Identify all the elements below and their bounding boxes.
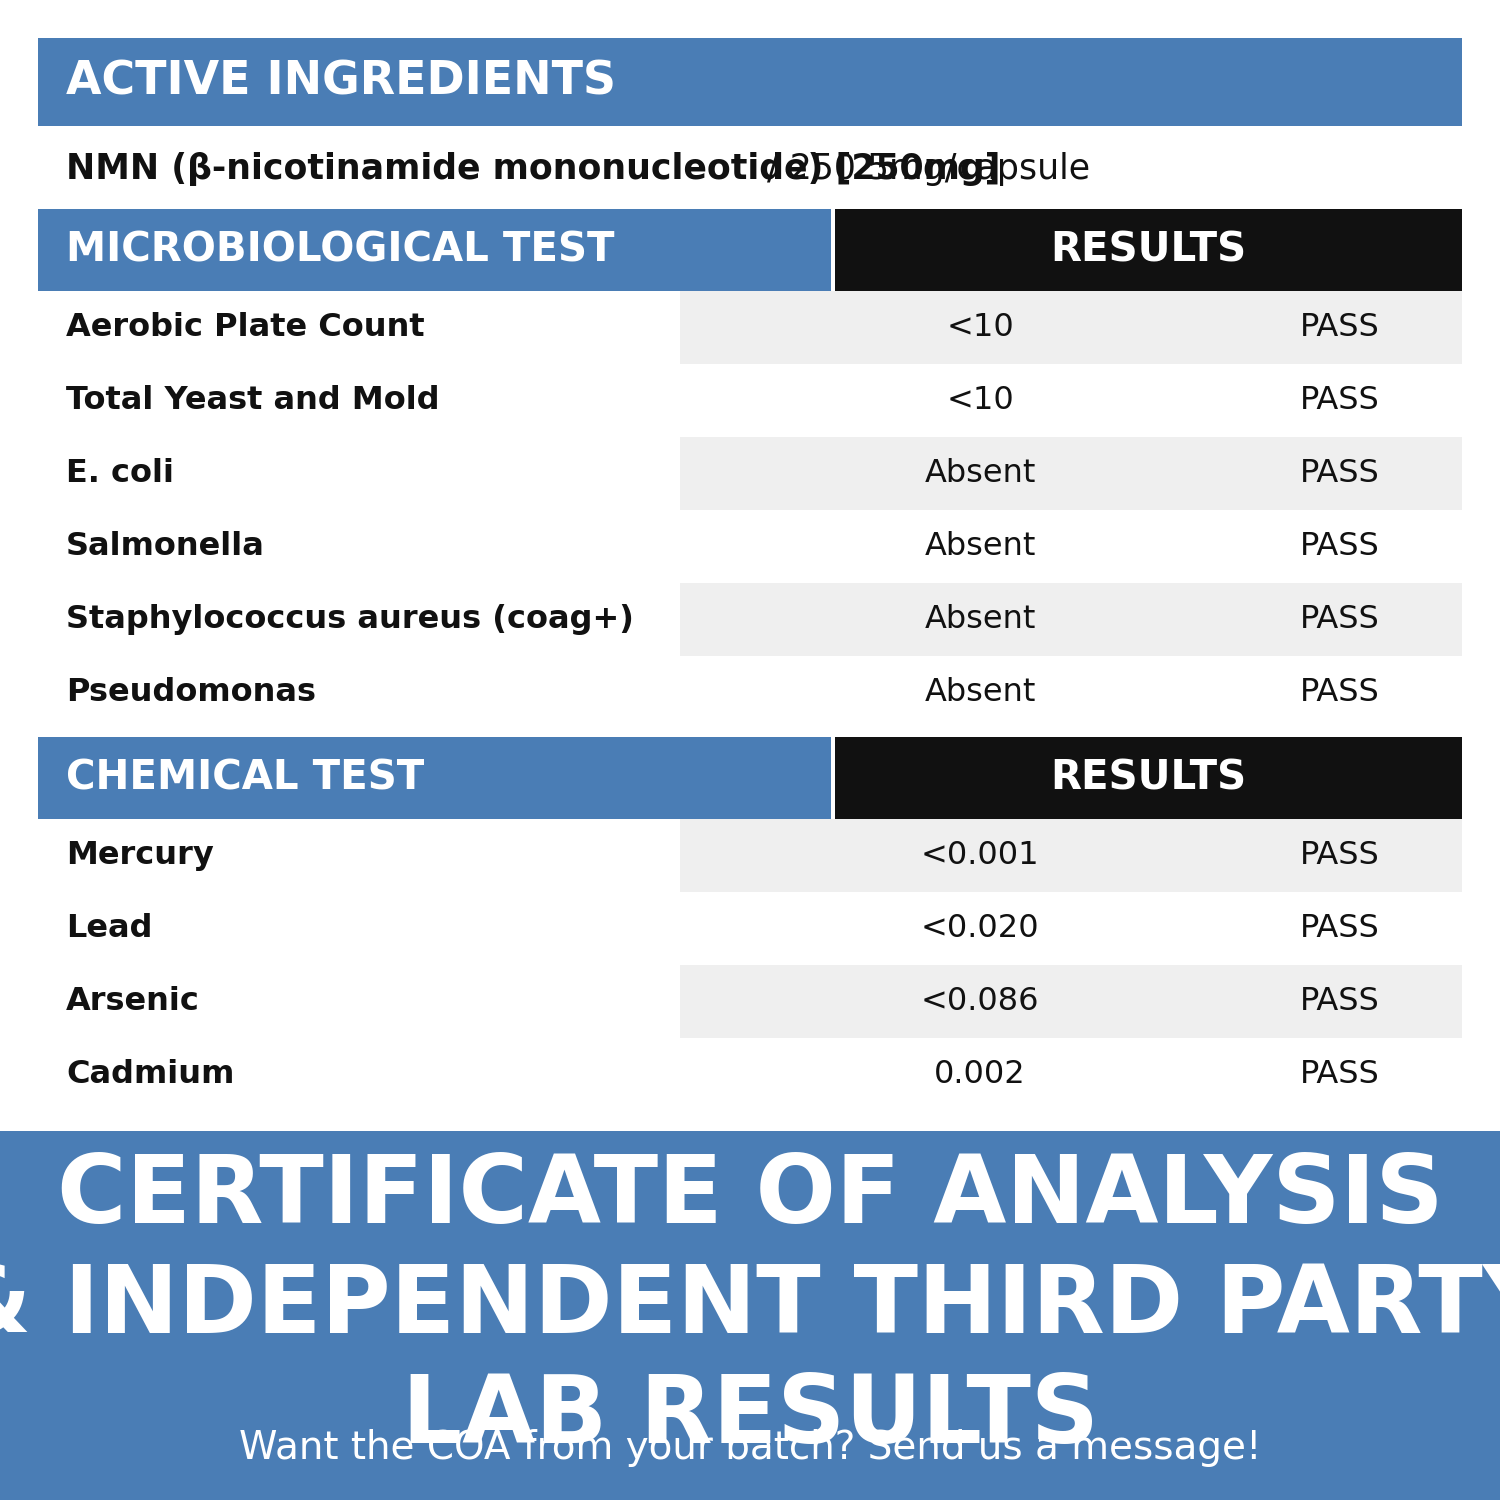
Bar	[38, 209, 831, 291]
Bar	[680, 436, 1462, 510]
Text: PASS: PASS	[1300, 676, 1380, 708]
Text: LAB RESULTS: LAB RESULTS	[402, 1371, 1098, 1462]
Text: PASS: PASS	[1300, 386, 1380, 416]
Bar	[680, 291, 1462, 364]
Bar	[836, 209, 1462, 291]
Text: CHEMICAL TEST: CHEMICAL TEST	[66, 758, 424, 798]
Bar	[38, 736, 831, 819]
Text: <0.086: <0.086	[921, 986, 1040, 1017]
Text: Absent: Absent	[924, 604, 1035, 634]
Bar	[680, 819, 1462, 892]
Text: Pseudomonas: Pseudomonas	[66, 676, 316, 708]
Bar	[0, 1131, 1500, 1500]
Text: Lead: Lead	[66, 914, 153, 944]
Bar	[38, 38, 1462, 126]
Bar	[836, 736, 1462, 819]
Text: PASS: PASS	[1300, 914, 1380, 944]
Text: PASS: PASS	[1300, 1059, 1380, 1090]
Text: <0.020: <0.020	[921, 914, 1040, 944]
Text: Arsenic: Arsenic	[66, 986, 200, 1017]
Text: <0.001: <0.001	[921, 840, 1040, 872]
Text: Salmonella: Salmonella	[66, 531, 266, 562]
Text: Staphylococcus aureus (coag+): Staphylococcus aureus (coag+)	[66, 604, 634, 634]
Text: / 250.5mg/capsule: / 250.5mg/capsule	[756, 152, 1090, 186]
Text: 0.002: 0.002	[934, 1059, 1026, 1090]
Text: Absent: Absent	[924, 531, 1035, 562]
Text: PASS: PASS	[1300, 312, 1380, 344]
Text: PASS: PASS	[1300, 458, 1380, 489]
Text: PASS: PASS	[1300, 840, 1380, 872]
Text: Absent: Absent	[924, 676, 1035, 708]
Text: Total Yeast and Mold: Total Yeast and Mold	[66, 386, 440, 416]
Text: ACTIVE INGREDIENTS: ACTIVE INGREDIENTS	[66, 60, 616, 105]
Text: E. coli: E. coli	[66, 458, 174, 489]
Text: RESULTS: RESULTS	[1050, 230, 1246, 270]
Text: RESULTS: RESULTS	[1050, 758, 1246, 798]
Text: & INDEPENDENT THIRD PARTY: & INDEPENDENT THIRD PARTY	[0, 1262, 1500, 1353]
Text: <10: <10	[946, 312, 1014, 344]
Text: PASS: PASS	[1300, 531, 1380, 562]
Text: Absent: Absent	[924, 458, 1035, 489]
Bar	[680, 584, 1462, 656]
Text: Want the COA from your batch? Send us a message!: Want the COA from your batch? Send us a …	[238, 1430, 1262, 1467]
Bar	[680, 964, 1462, 1038]
Text: PASS: PASS	[1300, 604, 1380, 634]
Text: CERTIFICATE OF ANALYSIS: CERTIFICATE OF ANALYSIS	[57, 1150, 1443, 1244]
Text: Aerobic Plate Count: Aerobic Plate Count	[66, 312, 424, 344]
Text: Mercury: Mercury	[66, 840, 213, 872]
Text: PASS: PASS	[1300, 986, 1380, 1017]
Text: NMN (β-nicotinamide mononucleotide) [250mg]: NMN (β-nicotinamide mononucleotide) [250…	[66, 152, 1000, 186]
Text: Cadmium: Cadmium	[66, 1059, 234, 1090]
Text: MICROBIOLOGICAL TEST: MICROBIOLOGICAL TEST	[66, 230, 615, 270]
Text: <10: <10	[946, 386, 1014, 416]
